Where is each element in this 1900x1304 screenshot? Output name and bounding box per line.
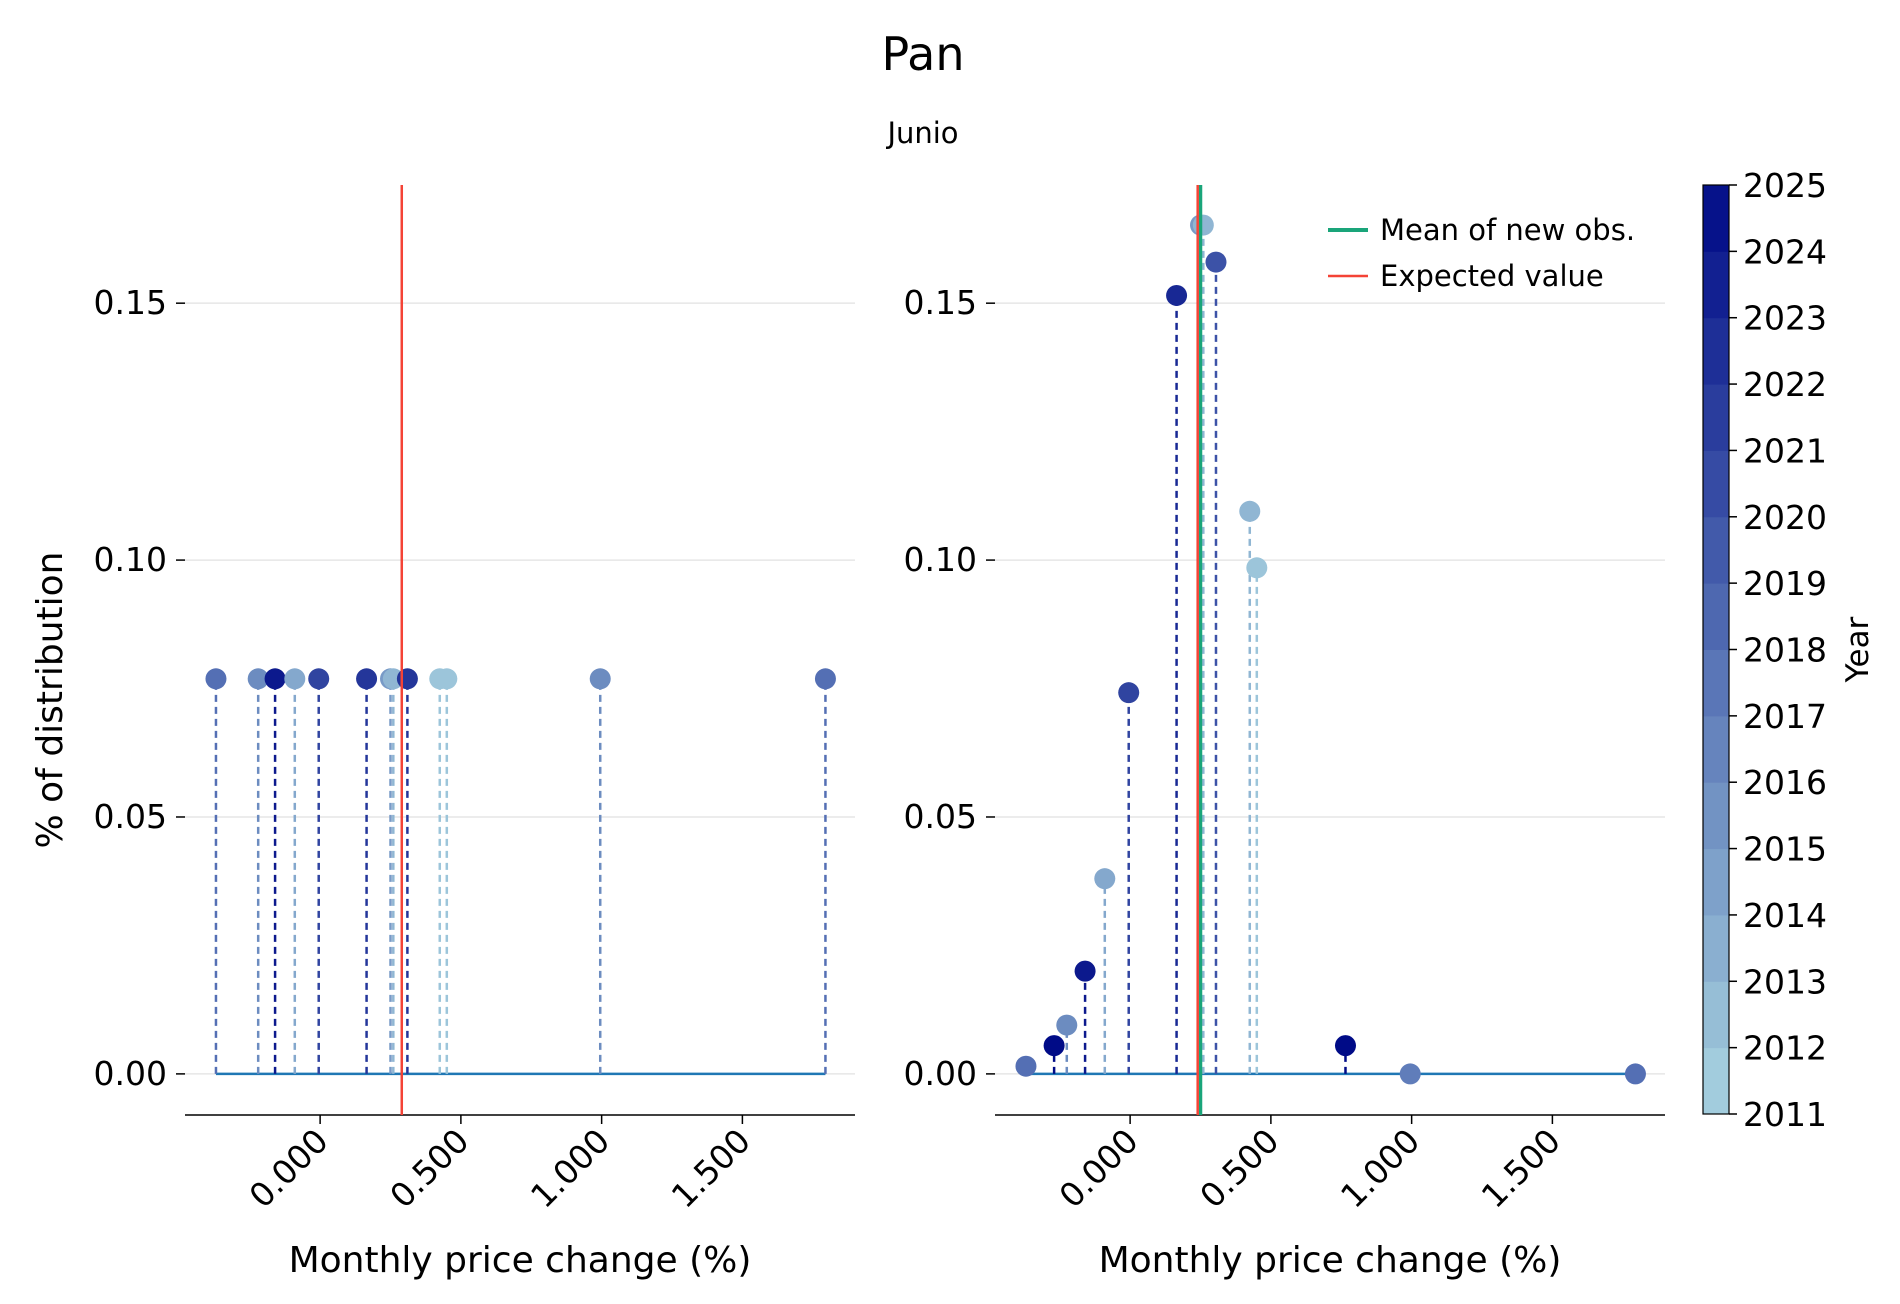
data-point (1166, 284, 1188, 306)
x-axis-title: Monthly price change (%) (1099, 1240, 1562, 1281)
data-point (436, 668, 458, 690)
colorbar-tick-label: 2011 (1743, 1095, 1827, 1134)
x-tick-label: 0.500 (382, 1121, 476, 1215)
data-point (1334, 1035, 1356, 1057)
data-point (1205, 251, 1227, 273)
colorbar-segment (1703, 450, 1729, 518)
colorbar-segment (1703, 649, 1729, 717)
chart-title: Pan (881, 27, 964, 81)
colorbar-tick-label: 2016 (1743, 763, 1827, 802)
colorbar-segment (1703, 185, 1729, 252)
colorbar-label: Year (1840, 616, 1876, 683)
y-tick-label: 0.05 (94, 797, 167, 836)
x-tick-label: 0.000 (241, 1121, 335, 1215)
x-axis-title: Monthly price change (%) (289, 1240, 752, 1281)
colorbar-segment (1703, 251, 1729, 319)
colorbar-segment (1703, 782, 1729, 850)
data-point (1239, 500, 1261, 522)
y-tick-label: 0.15 (904, 283, 977, 322)
x-tick-label: 1.500 (1474, 1121, 1568, 1215)
y-tick-label: 0.10 (904, 540, 977, 579)
x-tick-label: 0.000 (1051, 1121, 1145, 1215)
data-point (1399, 1063, 1421, 1085)
colorbar-segment (1703, 715, 1729, 783)
panel-left: 0.00 0.05 0.10 0.15 0.000 0.500 1.000 1.500 Mont… (30, 185, 855, 1281)
y-tick-label: 0.00 (904, 1054, 977, 1093)
colorbar-tick-label: 2017 (1743, 697, 1827, 736)
x-tick-label: 0.500 (1192, 1121, 1286, 1215)
x-tick-label: 1.000 (523, 1121, 617, 1215)
colorbar-tick-label: 2019 (1743, 564, 1827, 603)
data-point (205, 668, 227, 690)
x-tick-label: 1.500 (664, 1121, 758, 1215)
legend-label: Expected value (1380, 259, 1604, 293)
data-point (1015, 1055, 1037, 1077)
colorbar-tick-label: 2020 (1743, 498, 1827, 537)
colorbar: 2011 2012 2013 2014 2015 2016 2017 2018 2019 2020… (1702, 166, 1876, 1134)
data-point (247, 668, 269, 690)
data-point (1056, 1014, 1078, 1036)
y-tick-label: 0.00 (94, 1054, 167, 1093)
data-point (1192, 214, 1214, 236)
data-point (1043, 1035, 1065, 1057)
chart-subtitle: Junio (885, 116, 958, 150)
y-tick-label: 0.10 (94, 540, 167, 579)
colorbar-segment (1703, 384, 1729, 451)
data-point (308, 668, 330, 690)
colorbar-tick-label: 2014 (1743, 896, 1827, 935)
data-point (1074, 960, 1096, 982)
colorbar-tick-label: 2022 (1743, 365, 1827, 404)
colorbar-segment (1703, 848, 1729, 916)
data-point (284, 668, 306, 690)
y-tick-label: 0.05 (904, 797, 977, 836)
data-point (589, 668, 611, 690)
data-point (814, 668, 836, 690)
colorbar-segment (1703, 981, 1729, 1049)
data-point (1246, 557, 1268, 579)
panel-right: 0.00 0.05 0.10 0.15 0.000 0.500 1.000 1.500 Mont… (904, 185, 1665, 1281)
x-tick-label: 1.000 (1333, 1121, 1427, 1215)
colorbar-tick-label: 2025 (1743, 166, 1827, 205)
colorbar-segment (1703, 516, 1729, 584)
colorbar-segment (1703, 317, 1729, 385)
colorbar-tick-label: 2024 (1743, 232, 1827, 271)
colorbar-tick-label: 2015 (1743, 830, 1827, 869)
data-point (1094, 868, 1116, 890)
colorbar-segment (1703, 1047, 1729, 1115)
data-point (396, 668, 418, 690)
colorbar-tick-label: 2012 (1743, 1029, 1827, 1068)
colorbar-segment (1703, 583, 1729, 650)
data-point (1118, 682, 1140, 704)
colorbar-segment (1703, 914, 1729, 982)
colorbar-tick-label: 2021 (1743, 431, 1827, 470)
data-point (1624, 1063, 1646, 1085)
y-axis-title: % of distribution (30, 552, 71, 849)
y-tick-label: 0.15 (94, 283, 167, 322)
colorbar-tick-label: 2013 (1743, 962, 1827, 1001)
data-point (356, 668, 378, 690)
colorbar-tick-label: 2023 (1743, 299, 1827, 338)
colorbar-tick-label: 2018 (1743, 631, 1827, 670)
legend-label: Mean of new obs. (1380, 213, 1635, 247)
data-point (264, 668, 286, 690)
